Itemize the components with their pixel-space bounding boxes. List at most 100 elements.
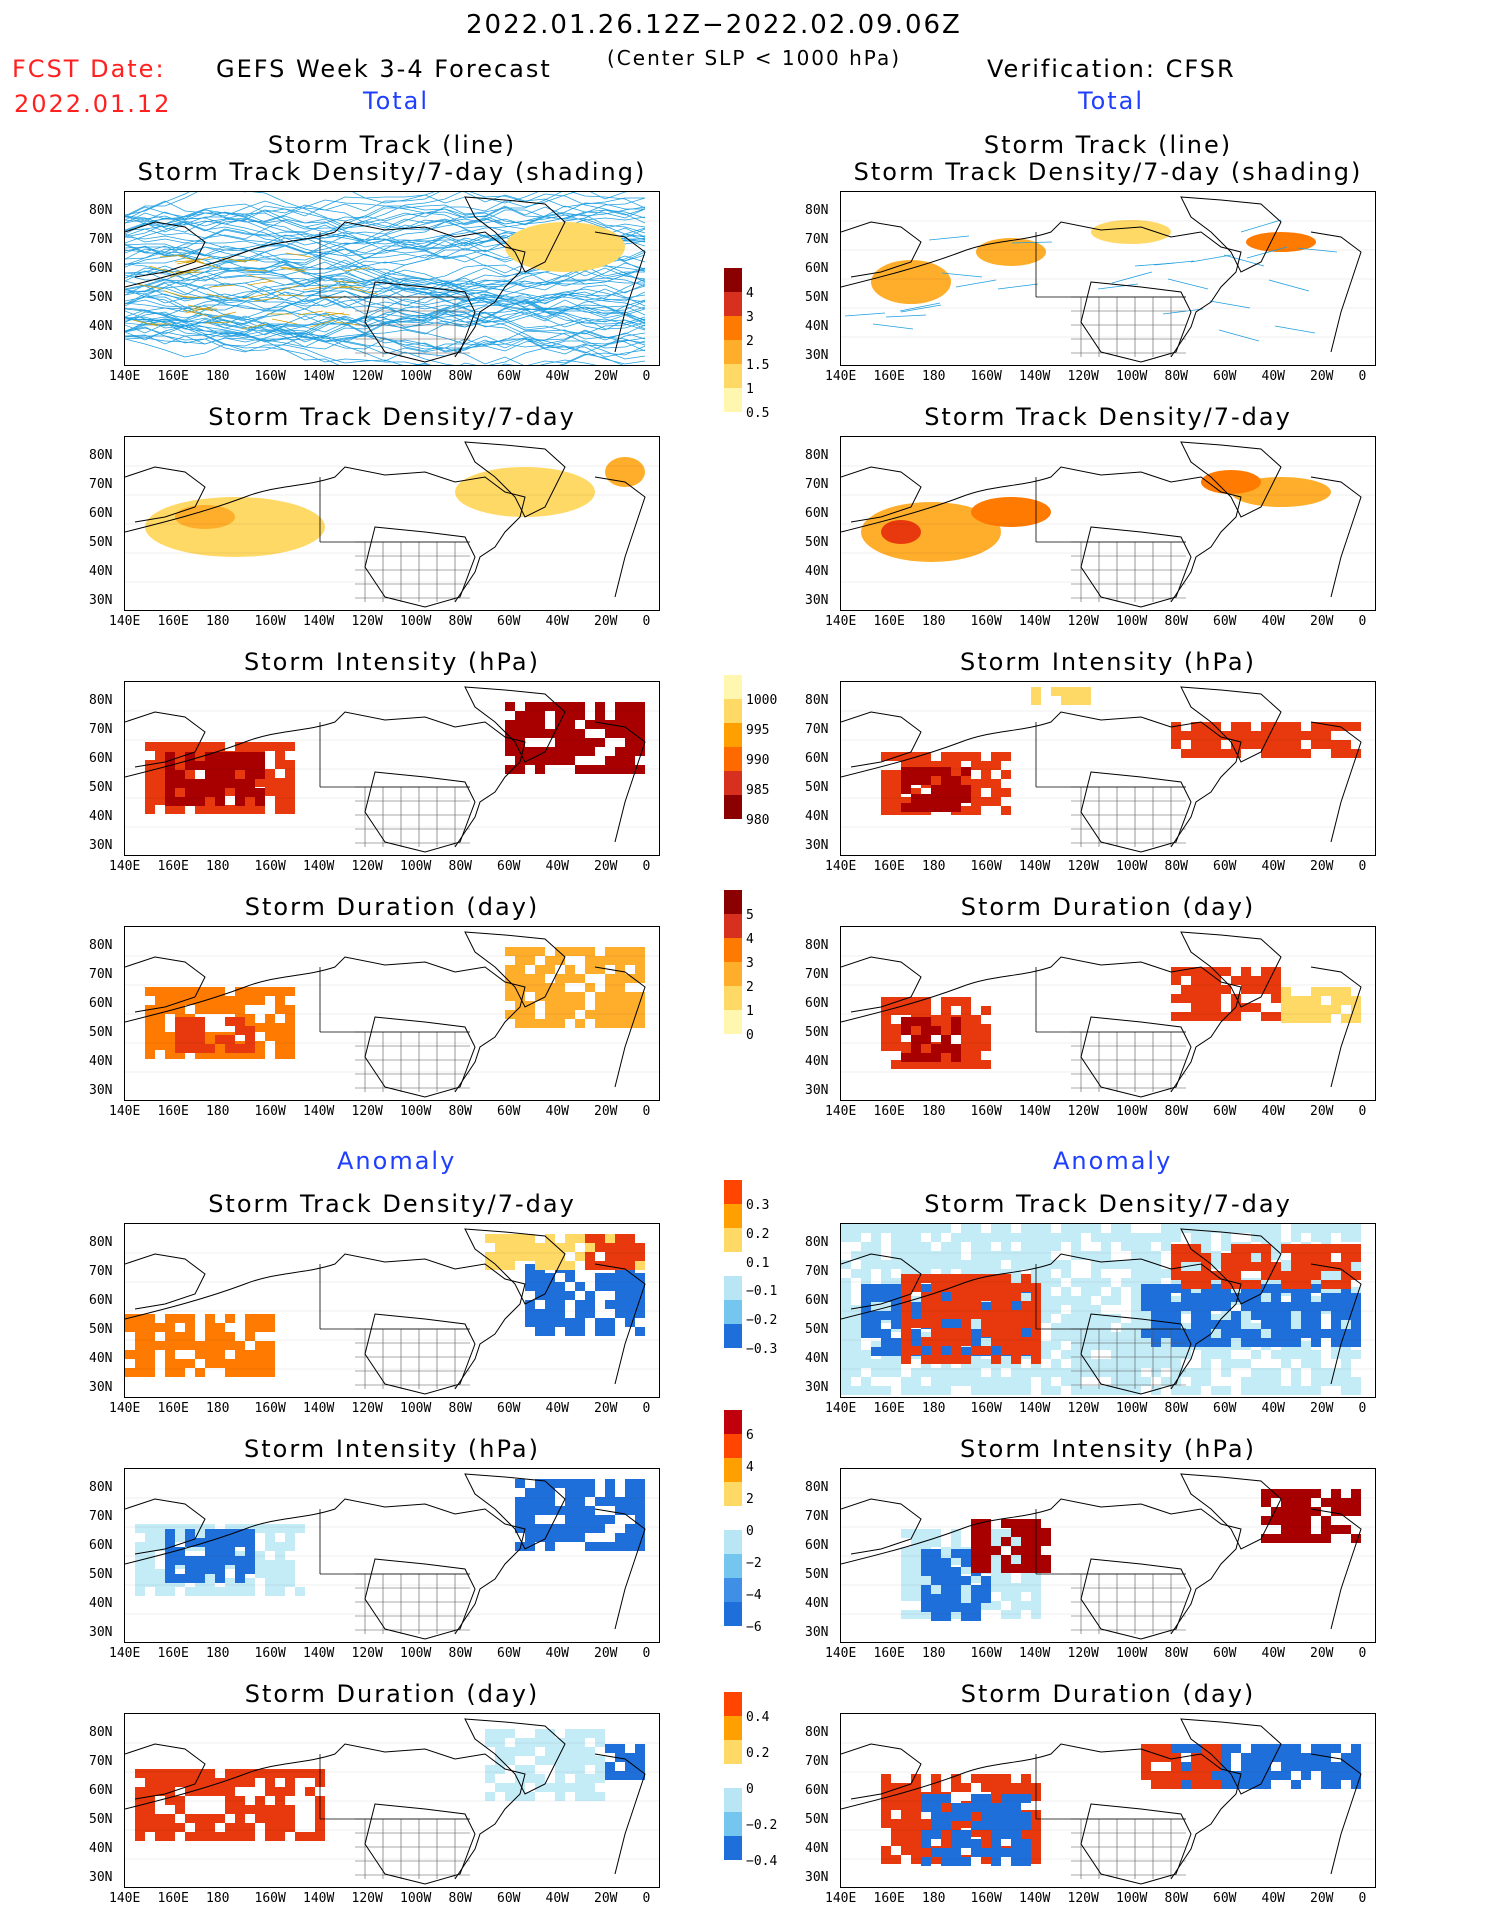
lat-tick-label: 30N (89, 593, 113, 608)
lon-tick-label: 60W (497, 1104, 521, 1119)
lat-tick-label: 60N (805, 1538, 829, 1553)
colorbar-density-anom (724, 1180, 742, 1348)
lat-tick-label: 50N (805, 1567, 829, 1582)
map-canvas (841, 441, 1375, 608)
lon-tick-label: 40W (1261, 1104, 1285, 1119)
map-panel-duration-anom-left (124, 1713, 660, 1888)
lon-tick-label: 20W (594, 1646, 618, 1661)
title-density-left: Storm Track Density/7-day (208, 403, 576, 431)
lon-tick-label: 60W (1213, 1104, 1237, 1119)
lon-tick-label: 160W (254, 369, 286, 384)
lon-tick-label: 140W (303, 1891, 335, 1906)
lon-tick-label: 160E (157, 614, 189, 629)
colorbar-duration-anom (724, 1692, 742, 1860)
lon-tick-label: 20W (1310, 1891, 1334, 1906)
lon-tick-label: 0 (642, 1646, 651, 1661)
lat-tick-label: 60N (805, 261, 829, 276)
colorbar-tick-label: −6 (746, 1620, 762, 1635)
lon-tick-label: 80W (448, 369, 472, 384)
lat-tick-label: 70N (89, 477, 113, 492)
lon-tick-label: 80W (1164, 859, 1188, 874)
lon-tick-label: 120W (1067, 1891, 1099, 1906)
colorbar-tick-label: 1.5 (746, 358, 770, 373)
lat-tick-label: 30N (805, 593, 829, 608)
map-panel-intensity-right (840, 681, 1376, 856)
lon-tick-label: 160E (157, 1891, 189, 1906)
lon-tick-label: 160E (157, 859, 189, 874)
lon-tick-label: 140W (1019, 1891, 1051, 1906)
lon-tick-label: 20W (1310, 1646, 1334, 1661)
lat-tick-label: 80N (89, 1235, 113, 1250)
lon-tick-label: 160W (970, 614, 1002, 629)
lon-tick-label: 120W (351, 1646, 383, 1661)
lat-tick-label: 40N (805, 1351, 829, 1366)
map-panel-track-left (124, 191, 660, 366)
lon-tick-label: 140E (109, 1104, 141, 1119)
lon-tick-label: 180 (206, 1104, 230, 1119)
lat-tick-label: 80N (805, 1725, 829, 1740)
lon-tick-label: 100W (400, 1401, 432, 1416)
lat-tick-label: 60N (805, 751, 829, 766)
lat-tick-label: 70N (805, 232, 829, 247)
lon-tick-label: 0 (642, 859, 651, 874)
lat-tick-label: 60N (89, 261, 113, 276)
lon-tick-label: 20W (594, 1401, 618, 1416)
lon-tick-label: 120W (351, 1104, 383, 1119)
lon-tick-label: 80W (448, 1401, 472, 1416)
lat-tick-label: 40N (89, 1351, 113, 1366)
lon-tick-label: 180 (922, 1646, 946, 1661)
lat-tick-label: 40N (89, 564, 113, 579)
map-panel-density-right (840, 436, 1376, 611)
colorbar-tick-label: 2 (746, 980, 754, 995)
colorbar-tick-label: 1 (746, 382, 754, 397)
title-duration-left: Storm Duration (day) (244, 893, 540, 921)
lat-tick-label: 40N (89, 809, 113, 824)
lon-tick-label: 80W (1164, 1401, 1188, 1416)
lat-tick-label: 60N (89, 1538, 113, 1553)
lat-tick-label: 40N (805, 319, 829, 334)
map-panel-duration-anom-right (840, 1713, 1376, 1888)
lat-tick-label: 80N (89, 938, 113, 953)
lat-tick-label: 50N (89, 535, 113, 550)
colorbar-intensity (724, 675, 742, 819)
colorbar-tick-label: 980 (746, 813, 770, 828)
fcst-date-value: 2022.01.12 (14, 90, 172, 118)
lat-tick-label: 80N (805, 693, 829, 708)
colorbar-tick-label: 2 (746, 334, 754, 349)
lon-tick-label: 160W (254, 614, 286, 629)
section-anomaly-right: Anomaly (1053, 1147, 1173, 1175)
colorbar-tick-label: −4 (746, 1588, 762, 1603)
lon-tick-label: 120W (351, 1401, 383, 1416)
lat-tick-label: 30N (805, 348, 829, 363)
lon-tick-label: 140W (303, 1646, 335, 1661)
lon-tick-label: 60W (1213, 614, 1237, 629)
lon-tick-label: 120W (1067, 369, 1099, 384)
lat-tick-label: 50N (89, 1322, 113, 1337)
lon-tick-label: 100W (400, 859, 432, 874)
lon-tick-label: 160W (254, 1104, 286, 1119)
lon-tick-label: 20W (1310, 1104, 1334, 1119)
lon-tick-label: 140E (825, 1401, 857, 1416)
lat-tick-label: 80N (805, 203, 829, 218)
lon-tick-label: 40W (545, 614, 569, 629)
lon-tick-label: 40W (545, 1401, 569, 1416)
lon-tick-label: 80W (1164, 1891, 1188, 1906)
lat-tick-label: 70N (89, 1509, 113, 1524)
section-anomaly-left: Anomaly (337, 1147, 457, 1175)
lon-tick-label: 60W (497, 1891, 521, 1906)
colorbar-tick-label: −2 (746, 1556, 762, 1571)
lon-tick-label: 160E (873, 1891, 905, 1906)
lon-tick-label: 140E (109, 614, 141, 629)
lon-tick-label: 40W (1261, 1401, 1285, 1416)
title-intensity-left: Storm Intensity (hPa) (244, 648, 540, 676)
map-panel-density-left (124, 436, 660, 611)
lon-tick-label: 160W (254, 1401, 286, 1416)
lon-tick-label: 160W (254, 1646, 286, 1661)
verification-title: Verification: CFSR (987, 55, 1236, 83)
lat-tick-label: 40N (805, 564, 829, 579)
lon-tick-label: 180 (922, 1891, 946, 1906)
colorbar-intensity-anom (724, 1410, 742, 1626)
colorbar-tick-label: 3 (746, 310, 754, 325)
lon-tick-label: 80W (1164, 369, 1188, 384)
lon-tick-label: 100W (1116, 1401, 1148, 1416)
